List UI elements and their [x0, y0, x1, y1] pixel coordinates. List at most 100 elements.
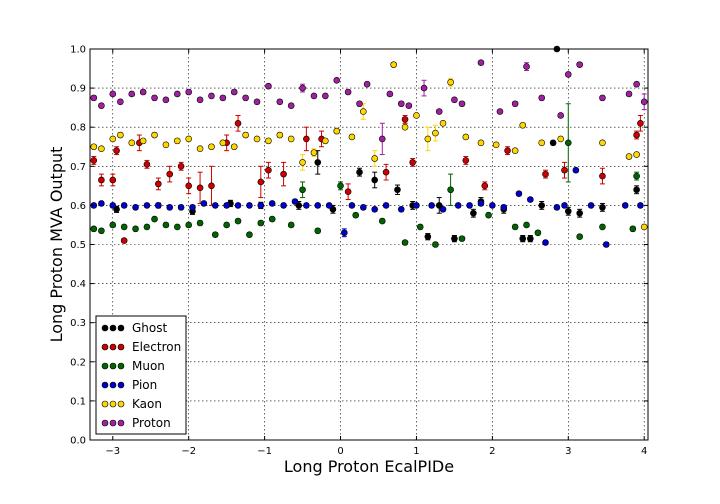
legend-label: Kaon	[132, 397, 162, 411]
data-point	[625, 153, 633, 160]
data-point	[162, 96, 170, 104]
data-point	[185, 221, 192, 229]
data-point	[401, 116, 409, 123]
data-point	[200, 200, 208, 207]
data-point	[280, 202, 287, 209]
data-point	[587, 202, 595, 209]
legend-marker	[117, 324, 125, 332]
data-point	[633, 80, 640, 88]
y-tick-label: 0.7	[70, 162, 86, 173]
data-point	[397, 206, 405, 213]
x-tick-label: 4	[641, 446, 647, 457]
data-point	[519, 121, 527, 129]
data-point	[561, 202, 568, 209]
data-point	[633, 186, 640, 194]
data-point	[196, 219, 204, 227]
data-point	[424, 233, 432, 240]
data-point	[599, 172, 606, 180]
data-point	[143, 161, 151, 168]
y-tick-label: 0.0	[70, 436, 86, 447]
data-point	[629, 225, 637, 233]
y-tick-label: 0.6	[70, 201, 86, 212]
data-point	[511, 223, 519, 231]
legend-marker	[117, 381, 125, 389]
data-point	[633, 131, 640, 139]
data-point	[599, 94, 606, 102]
legend-label: Electron	[132, 340, 181, 354]
data-point	[143, 223, 151, 231]
data-point	[477, 139, 485, 147]
data-point	[196, 184, 204, 192]
data-point	[337, 182, 344, 190]
data-point	[553, 204, 561, 211]
data-point	[382, 202, 390, 209]
data-point	[424, 135, 432, 143]
data-point	[109, 202, 117, 209]
data-series	[90, 45, 648, 248]
data-point	[117, 131, 124, 139]
data-point	[485, 211, 492, 219]
x-tick-label: 2	[489, 446, 495, 457]
data-point	[599, 204, 606, 211]
data-point	[151, 94, 158, 102]
data-point	[637, 202, 644, 209]
series-proton	[90, 59, 648, 156]
data-point	[90, 225, 98, 233]
data-point	[265, 166, 272, 174]
data-point	[333, 76, 341, 84]
data-point	[155, 202, 162, 209]
data-point	[511, 100, 519, 108]
data-point	[98, 102, 105, 109]
data-point	[542, 239, 549, 246]
data-point	[538, 139, 546, 147]
data-point	[477, 200, 485, 207]
data-point	[496, 108, 504, 115]
data-point	[564, 139, 572, 147]
data-point	[557, 135, 564, 143]
data-point	[219, 94, 227, 102]
legend-item-kaon: Kaon	[101, 397, 162, 411]
data-point	[322, 137, 329, 145]
y-tick-label: 0.1	[70, 396, 86, 407]
data-point	[356, 168, 363, 176]
legend-item-muon: Muon	[101, 359, 165, 373]
data-point	[432, 241, 439, 248]
data-point	[416, 223, 424, 231]
data-point	[268, 215, 276, 223]
data-point	[276, 131, 284, 139]
data-point	[151, 215, 158, 223]
data-point	[132, 225, 139, 233]
legend-marker	[101, 419, 109, 427]
data-point	[151, 131, 158, 139]
data-point	[458, 235, 466, 242]
x-tick-label: 0	[337, 446, 343, 457]
legend-marker	[101, 381, 109, 389]
data-point	[492, 141, 500, 149]
data-point	[280, 170, 287, 178]
data-point	[98, 176, 105, 184]
legend-label: Proton	[132, 416, 171, 430]
data-point	[511, 147, 519, 154]
data-point	[481, 182, 489, 190]
data-point	[534, 229, 542, 237]
data-point	[371, 155, 378, 162]
data-point	[109, 90, 117, 98]
data-point	[542, 170, 549, 178]
data-point	[177, 163, 185, 170]
data-point	[230, 143, 238, 151]
y-axis-label: Long Proton MVA Output	[47, 147, 66, 343]
data-point	[344, 88, 352, 96]
data-point	[128, 90, 136, 98]
data-point	[196, 96, 204, 104]
data-point	[185, 182, 192, 190]
legend-marker	[109, 381, 117, 389]
data-point	[174, 90, 181, 98]
legend-marker	[101, 362, 109, 370]
data-point	[557, 112, 564, 119]
data-point	[109, 135, 117, 143]
legend-marker	[117, 343, 125, 351]
data-point	[174, 137, 181, 145]
data-point	[299, 84, 306, 92]
data-point	[360, 108, 367, 115]
data-point	[428, 202, 435, 209]
